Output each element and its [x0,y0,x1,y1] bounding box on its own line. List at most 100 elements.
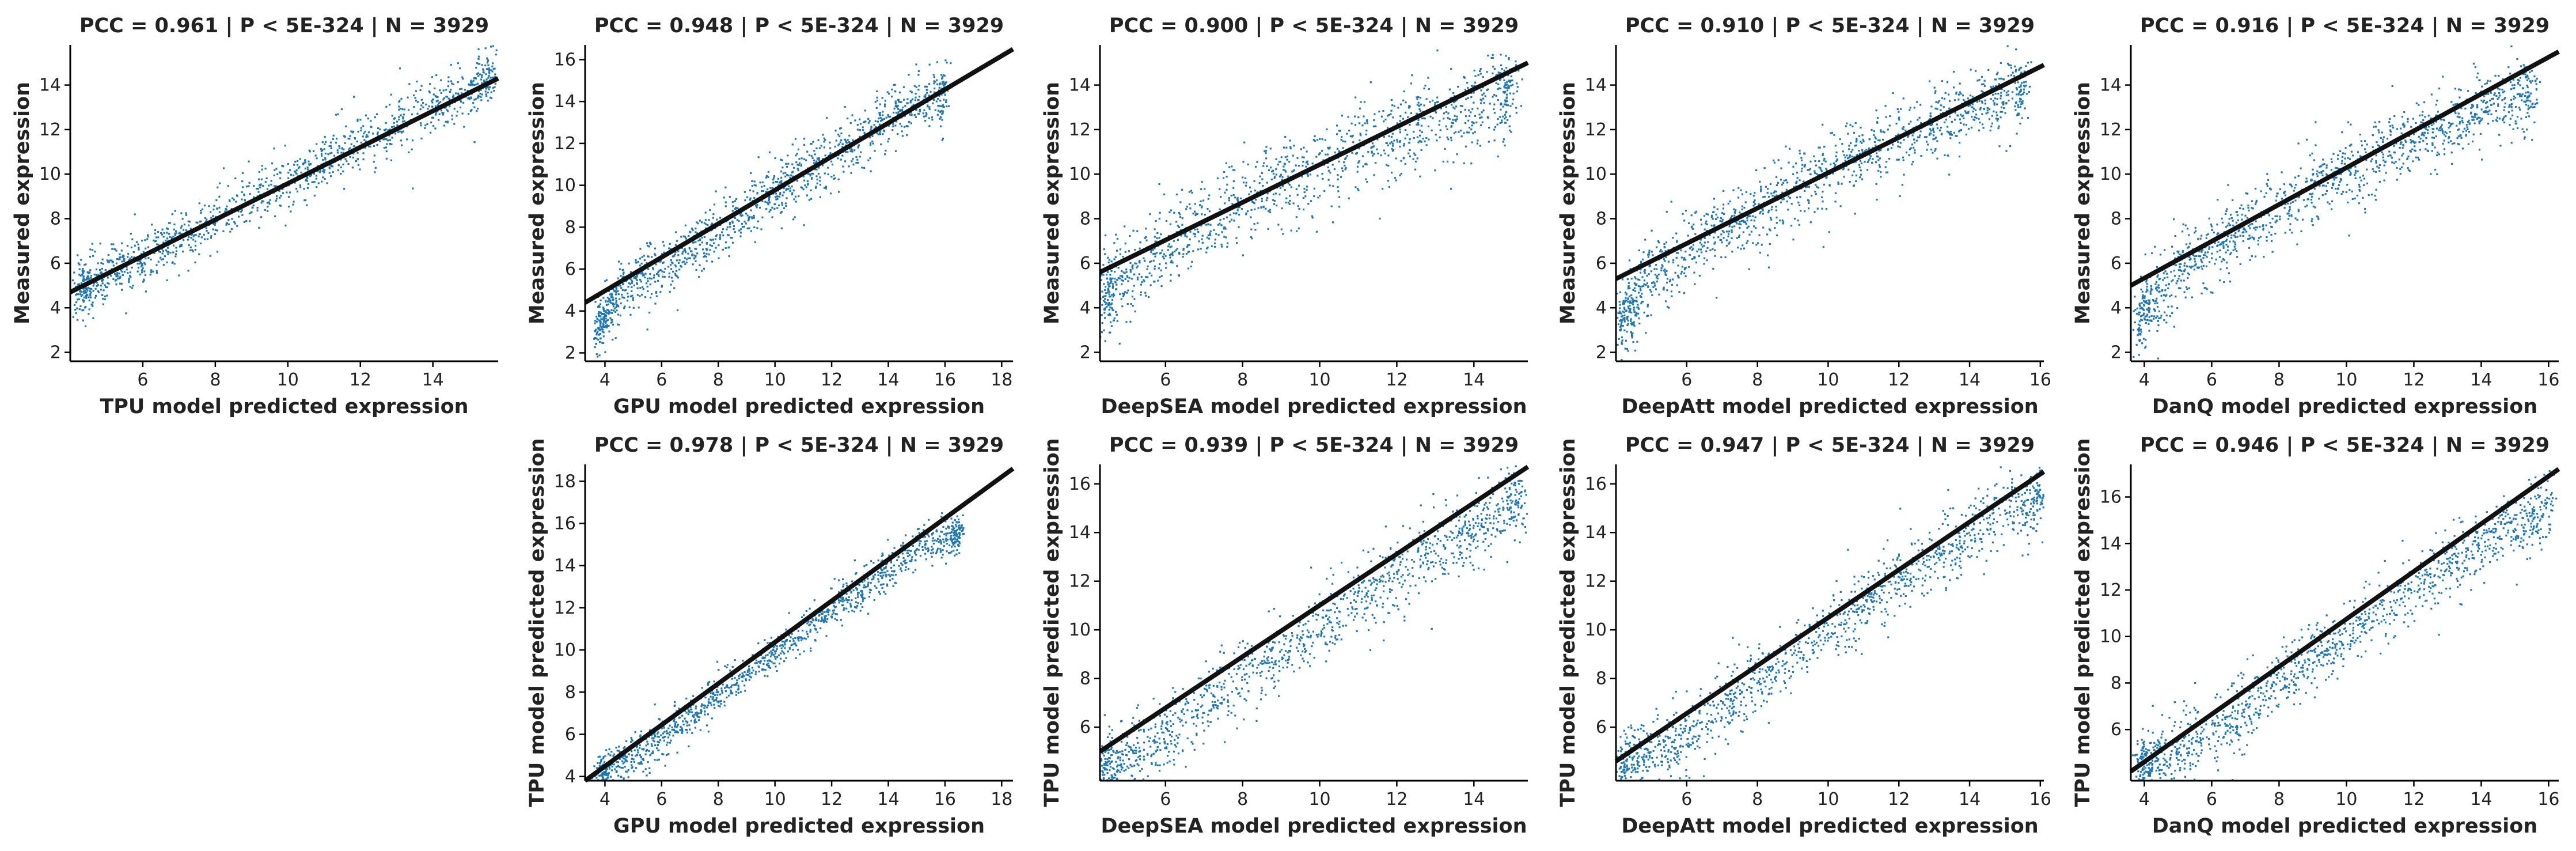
data-point [1376,149,1378,150]
data-point [1405,112,1406,114]
data-point [760,181,761,183]
data-point [1436,139,1437,141]
data-point [1408,105,1410,107]
data-point [596,332,598,334]
data-point [111,243,112,245]
data-point [676,259,678,261]
data-point [1346,133,1348,135]
data-point [806,186,807,188]
data-point [1221,245,1223,247]
data-point [1637,304,1638,305]
data-point [643,255,645,256]
data-point [1998,78,2000,80]
data-point [307,187,309,189]
data-point [257,191,259,193]
data-point [1907,136,1909,138]
data-point [340,167,342,168]
data-point [1984,85,1986,87]
data-point [324,178,326,180]
data-point [718,244,719,246]
data-point [1115,289,1117,290]
data-point [1178,226,1180,228]
data-point [790,187,791,189]
data-point [1447,161,1448,162]
data-point [1788,162,1790,164]
data-point [1129,262,1131,264]
data-point [1513,93,1515,94]
data-point [1214,243,1216,244]
data-point [923,116,925,118]
data-point [1737,196,1739,198]
data-point [1994,97,1996,99]
data-point [1667,278,1668,279]
data-point [279,172,280,173]
data-point [1162,249,1163,251]
data-point [389,104,390,105]
data-point [206,230,208,232]
data-point [1338,161,1340,162]
data-point [425,104,427,105]
data-point [606,327,608,328]
data-point [1179,214,1181,215]
data-point [753,215,754,217]
data-point [1899,146,1901,148]
data-point [939,87,940,89]
data-point [1337,174,1338,176]
data-point [1953,86,1955,88]
data-point [647,328,648,330]
data-point [1636,301,1638,302]
data-point [1644,239,1646,240]
data-point [1214,246,1216,248]
data-point [1348,198,1350,199]
data-point [1896,159,1898,161]
data-point [227,185,229,187]
data-point [136,241,138,243]
data-point [1621,336,1623,338]
data-point [1112,283,1114,285]
data-point [324,148,325,150]
data-point [314,195,316,196]
data-point [1970,94,1971,96]
data-point [173,245,174,247]
data-point [650,283,651,285]
data-point [1109,274,1111,275]
data-point [1183,248,1185,249]
data-point [192,239,194,240]
data-point [402,116,404,118]
data-point [1423,104,1425,106]
data-point [1118,277,1120,279]
data-point [1158,237,1160,239]
data-point [343,149,344,150]
data-point [1985,103,1986,104]
data-point [721,232,723,233]
data-point [1472,133,1474,134]
data-point [1769,243,1771,245]
data-point [223,167,225,169]
data-point [835,130,837,131]
data-point [1983,83,1985,85]
data-point [1230,214,1231,215]
data-point [1983,108,1985,110]
data-point [88,297,89,298]
data-point [824,138,825,139]
data-point [1997,118,1999,120]
data-point [828,173,829,175]
data-point [399,67,401,69]
data-point [1452,161,1454,163]
data-point [735,198,737,200]
data-point [662,241,664,243]
data-point [391,126,393,128]
data-point [1133,230,1135,232]
data-point [829,147,831,149]
data-point [827,167,829,169]
data-point [1170,254,1172,255]
data-point [491,92,492,93]
data-point [263,201,264,202]
data-point [1768,267,1770,268]
data-point [798,195,799,197]
data-point [597,318,598,320]
data-point [1850,151,1852,153]
data-point [1366,181,1368,183]
data-point [621,294,623,296]
data-point [2015,48,2017,50]
